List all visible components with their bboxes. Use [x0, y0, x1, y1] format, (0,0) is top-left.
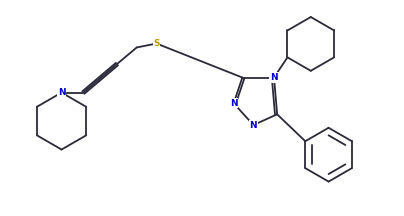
Text: N: N — [250, 121, 257, 130]
Text: S: S — [153, 39, 160, 48]
Text: N: N — [58, 88, 65, 97]
Text: N: N — [230, 99, 238, 108]
Text: N: N — [270, 73, 278, 82]
